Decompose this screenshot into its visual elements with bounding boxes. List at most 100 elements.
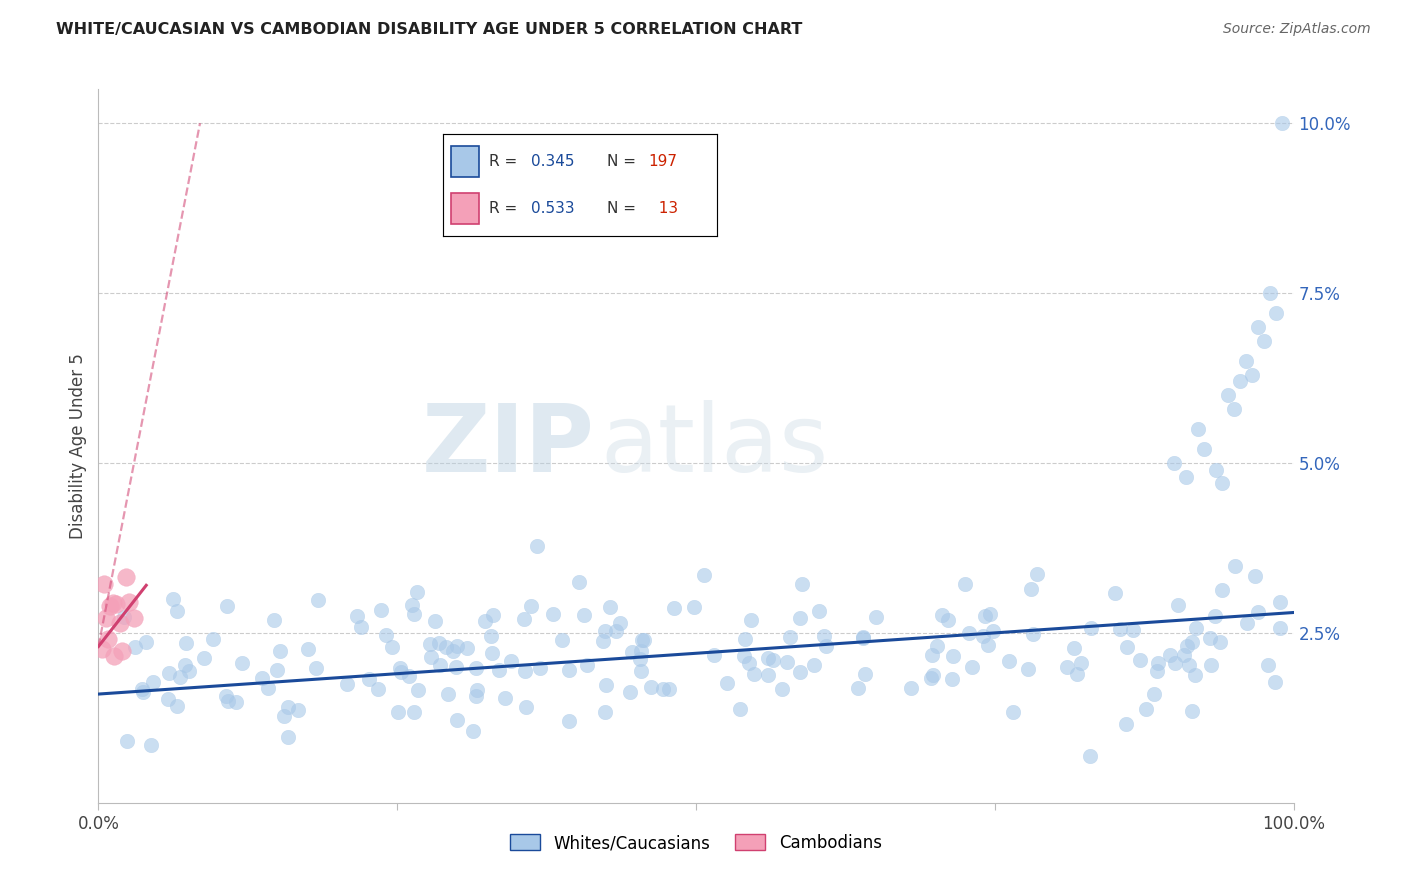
Point (1147, 656, 1170, 670)
Point (465, 689, 488, 703)
Point (740, 613, 762, 627)
Point (461, 723, 484, 738)
Point (1078, 749, 1101, 764)
Point (479, 629, 502, 643)
Point (495, 691, 517, 706)
Point (1211, 476, 1233, 491)
Point (115, 569, 138, 583)
Point (998, 654, 1021, 668)
Point (734, 632, 756, 646)
Point (1192, 442, 1215, 457)
Point (1017, 662, 1039, 676)
Point (305, 660, 328, 674)
Point (609, 616, 631, 631)
Text: ZIP: ZIP (422, 400, 595, 492)
Point (474, 615, 496, 629)
Point (419, 649, 441, 664)
Point (1247, 320, 1270, 334)
Point (1181, 704, 1204, 718)
Point (465, 683, 488, 698)
Point (162, 592, 184, 607)
Point (441, 643, 464, 657)
Point (401, 598, 423, 612)
Point (402, 705, 425, 719)
Point (118, 594, 141, 608)
Point (429, 658, 451, 673)
Point (931, 607, 953, 622)
Point (423, 615, 446, 629)
Point (1181, 635, 1204, 649)
Point (1268, 594, 1291, 608)
Point (193, 651, 215, 665)
Point (1080, 621, 1102, 635)
Point (103, 649, 125, 664)
Legend: Whites/Caucasians, Cambodians: Whites/Caucasians, Cambodians (503, 828, 889, 859)
Point (1022, 626, 1045, 640)
Point (389, 661, 412, 675)
Point (1164, 656, 1187, 670)
Point (1184, 621, 1206, 635)
Point (1135, 702, 1157, 716)
Point (336, 676, 359, 690)
Point (98, 599, 122, 613)
Point (1223, 558, 1246, 573)
Point (269, 644, 291, 658)
Text: 197: 197 (648, 154, 678, 169)
Point (605, 624, 627, 639)
Point (266, 663, 288, 677)
Point (231, 657, 253, 671)
Point (131, 681, 153, 696)
Text: 13: 13 (648, 202, 678, 216)
Point (593, 624, 616, 639)
Point (157, 666, 180, 681)
Point (1199, 657, 1222, 672)
Point (370, 602, 392, 616)
Point (177, 665, 200, 679)
Point (273, 708, 295, 723)
Point (112, 609, 135, 624)
Point (953, 576, 976, 591)
Point (744, 667, 766, 681)
Point (142, 675, 165, 690)
Point (900, 681, 922, 695)
Point (936, 613, 959, 627)
Point (465, 661, 488, 675)
Point (404, 607, 426, 622)
Point (349, 620, 371, 634)
Point (756, 651, 779, 665)
Point (515, 665, 537, 679)
Point (814, 640, 837, 654)
Point (1146, 664, 1168, 678)
Point (406, 585, 429, 599)
Point (1184, 667, 1206, 681)
Point (1122, 623, 1144, 637)
Point (1240, 368, 1263, 382)
Point (592, 634, 614, 648)
Point (297, 642, 319, 657)
Point (770, 681, 793, 696)
Text: 0.533: 0.533 (530, 202, 574, 216)
Point (277, 730, 299, 744)
Point (1175, 639, 1198, 653)
Point (166, 699, 188, 714)
Point (446, 713, 468, 727)
Point (543, 607, 565, 621)
Point (962, 660, 984, 674)
Point (574, 608, 596, 623)
Point (263, 613, 285, 627)
Point (972, 629, 994, 643)
Point (93, 577, 115, 591)
Point (481, 646, 503, 660)
Text: N =: N = (607, 154, 637, 169)
Point (429, 635, 451, 649)
Point (434, 640, 457, 655)
Point (568, 574, 591, 589)
Point (981, 624, 1004, 638)
Point (1063, 640, 1085, 655)
Point (124, 610, 146, 624)
Point (1187, 422, 1209, 436)
Point (94, 610, 117, 624)
Point (117, 734, 139, 748)
Point (526, 539, 548, 553)
Point (630, 643, 652, 657)
